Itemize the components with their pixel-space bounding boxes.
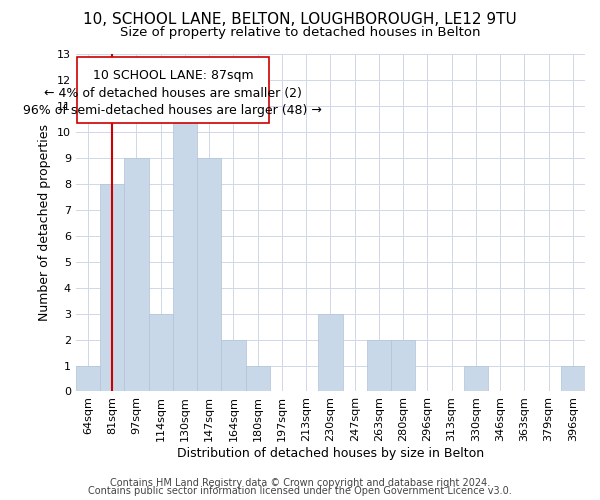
Bar <box>561 366 585 392</box>
Bar <box>173 106 197 392</box>
Bar <box>367 340 391 392</box>
Text: 10 SCHOOL LANE: 87sqm: 10 SCHOOL LANE: 87sqm <box>92 68 253 82</box>
Bar <box>100 184 124 392</box>
X-axis label: Distribution of detached houses by size in Belton: Distribution of detached houses by size … <box>177 447 484 460</box>
Text: 96% of semi-detached houses are larger (48) →: 96% of semi-detached houses are larger (… <box>23 104 322 118</box>
Bar <box>124 158 149 392</box>
Bar <box>245 366 270 392</box>
Text: Contains HM Land Registry data © Crown copyright and database right 2024.: Contains HM Land Registry data © Crown c… <box>110 478 490 488</box>
Text: Size of property relative to detached houses in Belton: Size of property relative to detached ho… <box>120 26 480 39</box>
Bar <box>149 314 173 392</box>
FancyBboxPatch shape <box>77 56 269 123</box>
Bar <box>464 366 488 392</box>
Text: ← 4% of detached houses are smaller (2): ← 4% of detached houses are smaller (2) <box>44 86 302 100</box>
Bar <box>391 340 415 392</box>
Text: Contains public sector information licensed under the Open Government Licence v3: Contains public sector information licen… <box>88 486 512 496</box>
Bar <box>197 158 221 392</box>
Y-axis label: Number of detached properties: Number of detached properties <box>38 124 52 321</box>
Bar <box>221 340 245 392</box>
Bar <box>319 314 343 392</box>
Text: 10, SCHOOL LANE, BELTON, LOUGHBOROUGH, LE12 9TU: 10, SCHOOL LANE, BELTON, LOUGHBOROUGH, L… <box>83 12 517 28</box>
Bar <box>76 366 100 392</box>
